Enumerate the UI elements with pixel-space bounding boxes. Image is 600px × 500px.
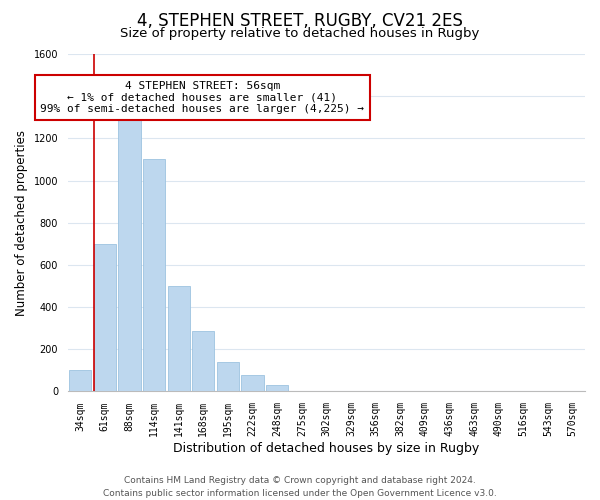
Bar [143,160,165,392]
Bar [192,332,214,392]
Text: Contains HM Land Registry data © Crown copyright and database right 2024.
Contai: Contains HM Land Registry data © Crown c… [103,476,497,498]
Text: Size of property relative to detached houses in Rugby: Size of property relative to detached ho… [121,28,479,40]
Bar [69,370,91,392]
Text: 4 STEPHEN STREET: 56sqm
← 1% of detached houses are smaller (41)
99% of semi-det: 4 STEPHEN STREET: 56sqm ← 1% of detached… [40,81,364,114]
Bar [266,385,288,392]
Bar [94,244,116,392]
Y-axis label: Number of detached properties: Number of detached properties [15,130,28,316]
Bar [167,286,190,392]
Bar [217,362,239,392]
Bar [118,111,140,392]
Text: 4, STEPHEN STREET, RUGBY, CV21 2ES: 4, STEPHEN STREET, RUGBY, CV21 2ES [137,12,463,30]
X-axis label: Distribution of detached houses by size in Rugby: Distribution of detached houses by size … [173,442,479,455]
Bar [241,374,263,392]
